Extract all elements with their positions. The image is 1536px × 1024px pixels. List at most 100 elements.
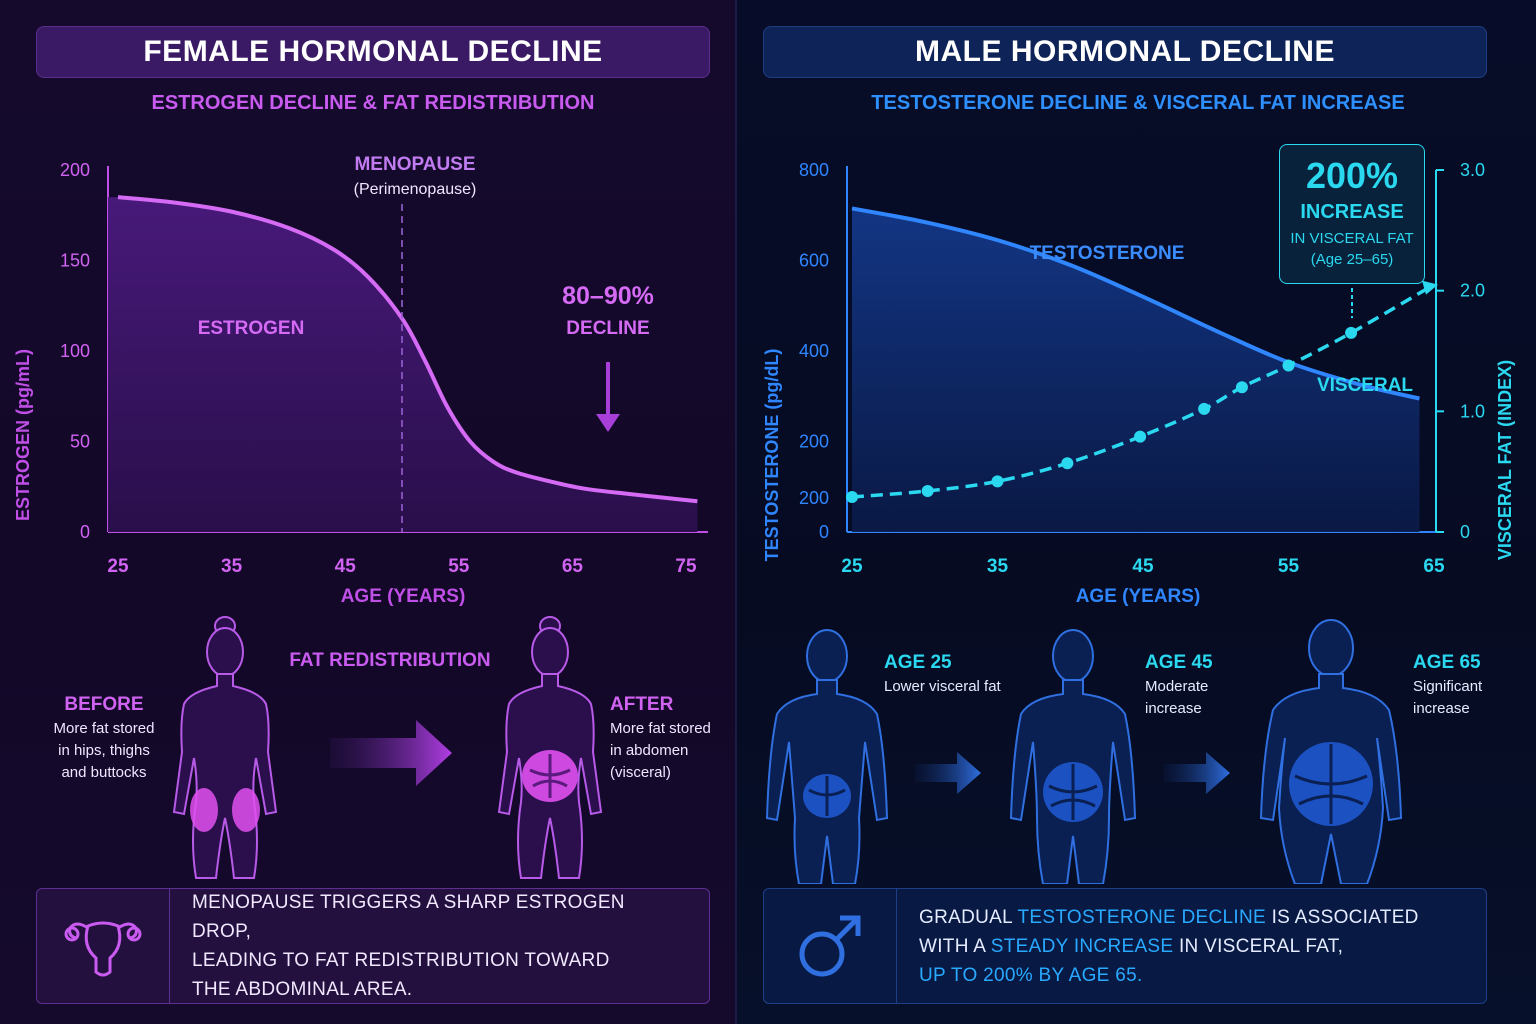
estrogen-y-tick-label: 0 <box>80 522 90 542</box>
stage-line: Lower visceral fat <box>884 678 1001 695</box>
female-x-tick-label: 75 <box>675 556 697 577</box>
stage-label-age-65: AGE 65 Significant increase <box>1413 652 1513 720</box>
after-line: in abdomen <box>610 742 689 759</box>
male-panel: MALE HORMONAL DECLINE TESTOSTERONE DECLI… <box>737 0 1536 1024</box>
male-subtitle: TESTOSTERONE DECLINE & VISCERAL FAT INCR… <box>871 91 1405 114</box>
summary-text: IS ASSOCIATED <box>1265 906 1419 928</box>
male-x-tick-label: 25 <box>841 556 863 577</box>
stage-arrow-icon <box>1164 752 1230 794</box>
decline-word: DECLINE <box>566 318 649 339</box>
stage-line: increase <box>1145 700 1202 717</box>
female-summary-box: MENOPAUSE TRIGGERS A SHARP ESTROGEN DROP… <box>36 888 710 1004</box>
visceral-line <box>851 283 1435 499</box>
female-icon-cell <box>37 889 170 1003</box>
estrogen-y-tick-label: 50 <box>70 432 90 452</box>
male-x-axis-label: AGE (YEARS) <box>1076 586 1201 607</box>
female-x-tick-label: 35 <box>221 556 243 577</box>
male-figure-age-65 <box>1259 619 1403 884</box>
decline-percent: 80–90% <box>562 282 654 310</box>
testosterone-y-tick-label: 200 <box>799 488 829 508</box>
female-summary-line: LEADING TO FAT REDISTRIBUTION TOWARD <box>192 950 610 971</box>
testosterone-y-tick-label: 0 <box>819 522 829 542</box>
stage-heading: AGE 45 <box>1145 652 1213 673</box>
visceral-y-axis-label: VISCERAL FAT (INDEX) <box>1495 360 1515 560</box>
testosterone-area <box>852 208 1420 532</box>
female-figure-after <box>497 616 603 879</box>
female-subtitle: ESTROGEN DECLINE & FAT REDISTRIBUTION <box>151 91 595 114</box>
stage-heading: AGE 25 <box>884 652 952 673</box>
female-figure-before <box>172 616 278 879</box>
callout-line: (Age 25–65) <box>1310 251 1394 268</box>
stage-label-age-25: AGE 25 Lower visceral fat <box>884 652 1024 698</box>
summary-text: IN VISCERAL FAT, <box>1173 935 1344 957</box>
visceral-point <box>991 475 1004 488</box>
visceral-point <box>1061 457 1074 470</box>
visceral-y-tick-label: 3.0 <box>1460 160 1485 180</box>
menopause-label: MENOPAUSE <box>354 154 475 175</box>
callout-percent: 200% <box>1305 155 1399 196</box>
uterus-icon <box>64 921 142 977</box>
visceral-point <box>1282 359 1295 372</box>
menopause-sublabel: (Perimenopause) <box>354 181 477 198</box>
stage-heading: AGE 65 <box>1413 652 1481 673</box>
female-title: FEMALE HORMONAL DECLINE <box>36 26 710 78</box>
female-x-tick-label: 45 <box>335 556 357 577</box>
summary-highlight: STEADY INCREASE <box>990 935 1174 957</box>
female-panel: FEMALE HORMONAL DECLINE ESTROGEN DECLINE… <box>0 0 736 1024</box>
female-summary-text: MENOPAUSE TRIGGERS A SHARP ESTROGEN DROP… <box>170 889 709 1003</box>
testosterone-y-axis-label: TESTOSTERONE (pg/dL) <box>762 349 782 562</box>
female-summary-line: THE ABDOMINAL AREA. <box>192 979 413 1000</box>
testosterone-y-tick-label: 800 <box>799 160 829 180</box>
male-figure-age-45 <box>1009 629 1137 884</box>
summary-text: GRADUAL <box>919 906 1018 928</box>
male-x-tick-label: 55 <box>1278 556 1300 577</box>
male-summary-line: GRADUAL TESTOSTERONE DECLINE IS ASSOCIAT… <box>919 903 1464 932</box>
estrogen-y-tick-label: 150 <box>60 251 90 271</box>
male-symbol-icon <box>799 915 861 977</box>
testosterone-chart: 0 200 200 400 600 800 0 1.0 2.0 3.0 25 35 45 55 65 TES… <box>762 160 1515 607</box>
estrogen-y-axis-label: ESTROGEN (pg/mL) <box>13 349 33 521</box>
stage-label-age-45: AGE 45 Moderate increase <box>1145 652 1255 720</box>
after-heading: AFTER <box>610 694 674 715</box>
female-x-axis-label: AGE (YEARS) <box>341 586 466 607</box>
testosterone-y-tick-label: 400 <box>799 341 829 361</box>
stage-line: increase <box>1413 700 1470 717</box>
visceral-y-tick-label: 1.0 <box>1460 401 1485 421</box>
visceral-y-tick-label: 0 <box>1460 522 1470 542</box>
male-x-tick-label: 45 <box>1132 556 1154 577</box>
female-summary-line: MENOPAUSE TRIGGERS A SHARP ESTROGEN DROP… <box>192 892 625 942</box>
estrogen-y-tick-label: 200 <box>60 160 90 180</box>
stage-line: Moderate <box>1145 678 1209 695</box>
fat-redistribution-title: FAT REDISTRIBUTION <box>289 650 491 671</box>
female-x-tick-label: 25 <box>107 556 129 577</box>
visceral-point <box>1345 326 1358 339</box>
visceral-callout: 200% INCREASE IN VISCERAL FAT (Age 25–65… <box>1279 144 1425 284</box>
summary-highlight: UP TO 200% BY AGE 65. <box>919 964 1143 986</box>
female-x-tick-label: 65 <box>562 556 584 577</box>
callout-word: INCREASE <box>1300 201 1404 223</box>
stage-arrow-icon <box>915 752 981 794</box>
female-x-tick-label: 55 <box>448 556 470 577</box>
visceral-point <box>846 491 858 504</box>
before-line: More fat stored <box>53 720 155 737</box>
summary-text: WITH A <box>919 935 991 957</box>
before-line: in hips, thighs <box>58 742 150 759</box>
visceral-point <box>1198 402 1211 415</box>
male-icon-cell <box>764 889 897 1003</box>
summary-highlight: TESTOSTERONE DECLINE <box>1017 906 1266 928</box>
male-x-tick-label: 35 <box>987 556 1009 577</box>
male-summary-box: GRADUAL TESTOSTERONE DECLINE IS ASSOCIAT… <box>763 888 1487 1004</box>
before-line: and buttocks <box>61 764 147 781</box>
after-line: More fat stored <box>610 720 711 737</box>
male-figure-age-25 <box>765 629 889 884</box>
after-label: AFTER More fat stored in abdomen (viscer… <box>610 694 725 784</box>
estrogen-y-tick-label: 100 <box>60 341 90 361</box>
visceral-arrowhead <box>1422 280 1438 295</box>
male-summary-text: GRADUAL TESTOSTERONE DECLINE IS ASSOCIAT… <box>897 889 1486 1003</box>
estrogen-line <box>117 195 698 504</box>
visceral-series-label: VISCERAL <box>1317 375 1413 396</box>
callout-line: IN VISCERAL FAT <box>1290 230 1414 247</box>
testosterone-y-tick-label: 600 <box>799 251 829 271</box>
estrogen-chart: 0 50 100 150 200 25 35 45 55 65 75 MENOPAUSE (Peri… <box>13 154 708 607</box>
visceral-y-tick-label: 2.0 <box>1460 281 1485 301</box>
